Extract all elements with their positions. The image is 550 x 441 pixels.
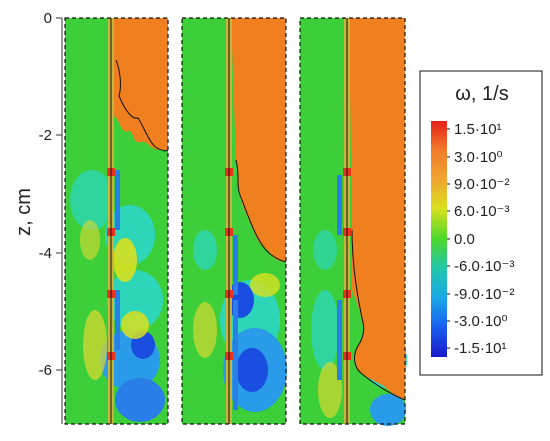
colorbar-label-6: -9.0·10⁻² bbox=[454, 286, 514, 303]
colorbar-label-3: 6.0·10⁻³ bbox=[454, 203, 509, 220]
colorbar-label-2: 9.0·10⁻² bbox=[454, 176, 509, 193]
colorbar-label-1: 3.0·10⁰ bbox=[454, 149, 503, 166]
colorbar-tick-6: -9.0·10⁻² bbox=[447, 286, 514, 303]
tick-label-3: -6 bbox=[39, 362, 52, 379]
tick-0: 0 bbox=[44, 10, 62, 27]
colorbar-label-7: -3.0·10⁰ bbox=[454, 313, 508, 330]
colorbar-tick-1: 3.0·10⁰ bbox=[447, 149, 503, 166]
colorbar-label-8: -1.5·10¹ bbox=[454, 340, 507, 357]
colorbar-tick-7: -3.0·10⁰ bbox=[447, 313, 508, 330]
colorbar-label-5: -6.0·10⁻³ bbox=[454, 258, 514, 275]
panel-2 bbox=[181, 17, 287, 425]
colorbar-tick-8: -1.5·10¹ bbox=[447, 340, 507, 357]
colorbar-tick-5: -6.0·10⁻³ bbox=[447, 258, 514, 275]
panel-3 bbox=[299, 17, 407, 426]
panel-1 bbox=[64, 17, 169, 425]
colorbar-title: ω, 1/s bbox=[455, 83, 508, 105]
colorbar-tick-4: 0.0 bbox=[447, 231, 475, 248]
colorbar-label-4: 0.0 bbox=[454, 231, 475, 248]
y-axis-title: z, cm bbox=[13, 188, 35, 236]
tick-2: -4 bbox=[39, 245, 62, 262]
colorbar-tick-0: 1.5·10¹ bbox=[447, 121, 502, 138]
tick-label-1: -2 bbox=[39, 127, 52, 144]
colorbar: ω, 1/s 1.5·10¹ 3.0·10⁰ 9.0·10⁻² 6.0·10⁻³ bbox=[419, 70, 543, 376]
y-axis: z, cm 0 -2 -4 -6 bbox=[13, 10, 63, 424]
colorbar-tick-3: 6.0·10⁻³ bbox=[447, 203, 509, 220]
tick-label-0: 0 bbox=[44, 10, 52, 27]
colorbar-tick-2: 9.0·10⁻² bbox=[447, 176, 509, 193]
colorbar-label-0: 1.5·10¹ bbox=[454, 121, 502, 138]
tick-1: -2 bbox=[39, 127, 62, 144]
tick-label-2: -4 bbox=[39, 245, 52, 262]
tick-3: -6 bbox=[39, 362, 62, 379]
colorbar-gradient bbox=[431, 121, 447, 357]
